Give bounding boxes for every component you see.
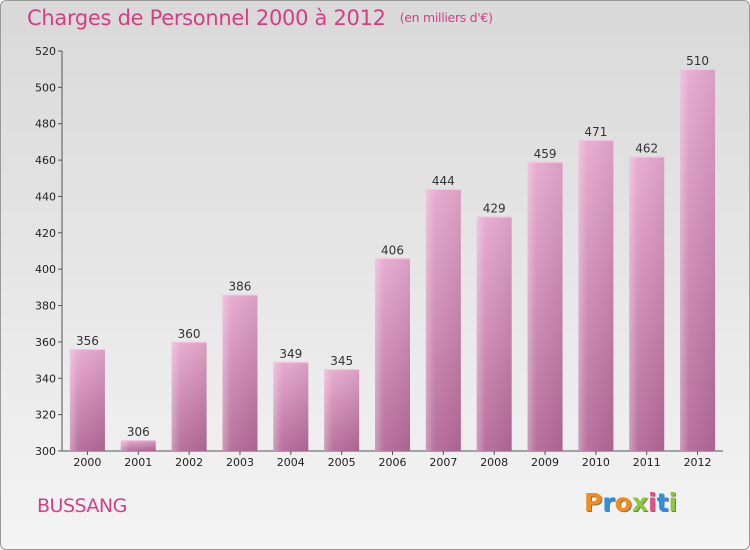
- data-label: 510: [686, 54, 709, 68]
- data-label: 459: [534, 147, 557, 161]
- x-tick-label: 2000: [73, 456, 101, 469]
- bar-highlight: [69, 349, 105, 451]
- y-tick-label: 500: [35, 81, 56, 94]
- bar-highlight: [171, 341, 207, 451]
- y-tick-label: 300: [35, 445, 56, 458]
- x-tick-label: 2010: [582, 456, 610, 469]
- x-tick-label: 2001: [124, 456, 152, 469]
- logo-letter: i: [648, 488, 657, 517]
- x-tick-label: 2004: [277, 456, 305, 469]
- y-tick-label: 340: [35, 372, 56, 385]
- x-tick-label: 2003: [226, 456, 254, 469]
- data-label: 345: [330, 354, 353, 368]
- y-tick-label: 320: [35, 409, 56, 422]
- bar-highlight: [578, 140, 614, 451]
- data-label: 444: [432, 174, 455, 188]
- y-tick-label: 380: [35, 300, 56, 313]
- x-tick-label: 2011: [633, 456, 661, 469]
- data-label: 406: [381, 243, 404, 257]
- bar-highlight: [222, 294, 258, 451]
- logo-letter: x: [631, 488, 648, 517]
- data-label: 360: [178, 327, 201, 341]
- chart-labels: 356 2000 306 2001 360 2002 386 2003 349 2004 345 20…: [73, 54, 711, 469]
- y-tick-label: 480: [35, 118, 56, 131]
- x-tick-label: 2012: [684, 456, 712, 469]
- y-tick-label: 520: [35, 45, 56, 58]
- data-label: 349: [279, 347, 302, 361]
- data-label: 471: [584, 125, 607, 139]
- data-label: 306: [127, 425, 150, 439]
- y-tick-label: 420: [35, 227, 56, 240]
- bar-highlight: [629, 156, 665, 452]
- proxiti-logo: Proxiti: [584, 488, 677, 517]
- logo-letter: i: [668, 488, 678, 517]
- commune-name: BUSSANG: [37, 495, 127, 517]
- bar-highlight: [375, 258, 410, 451]
- bar-highlight: [527, 161, 563, 451]
- data-label: 429: [483, 201, 506, 215]
- x-tick-label: 2002: [175, 456, 203, 469]
- chart-axes: 300 320 340 360 380 400 420 440 460 480 500 520: [35, 45, 723, 458]
- y-tick-label: 400: [35, 263, 56, 276]
- chart-title-text: Charges de Personnel 2000 à 2012: [27, 6, 386, 30]
- x-tick-label: 2008: [480, 456, 508, 469]
- data-label: 356: [76, 334, 99, 348]
- x-tick-label: 2009: [531, 456, 559, 469]
- bar-highlight: [680, 69, 716, 451]
- bar-highlight: [324, 369, 360, 451]
- data-label: 462: [635, 141, 658, 155]
- y-tick-label: 460: [35, 154, 56, 167]
- logo-letter: P: [584, 488, 603, 517]
- chart-bars: [69, 69, 716, 452]
- x-tick-label: 2007: [429, 456, 457, 469]
- logo-letter: o: [614, 488, 632, 517]
- data-label: 386: [229, 280, 252, 294]
- x-tick-label: 2006: [379, 456, 407, 469]
- bar-highlight: [273, 361, 309, 451]
- bar-highlight: [476, 216, 512, 451]
- bar-highlight: [120, 440, 156, 451]
- x-tick-label: 2005: [328, 456, 356, 469]
- logo-letter: r: [602, 488, 615, 517]
- bar-highlight: [425, 189, 461, 451]
- chart-unit-note: (en milliers d'€): [399, 10, 493, 25]
- logo-letter: t: [656, 488, 669, 517]
- y-tick-label: 360: [35, 336, 56, 349]
- chart-title: Charges de Personnel 2000 à 2012 (en mill…: [27, 6, 493, 30]
- y-tick-label: 440: [35, 190, 56, 203]
